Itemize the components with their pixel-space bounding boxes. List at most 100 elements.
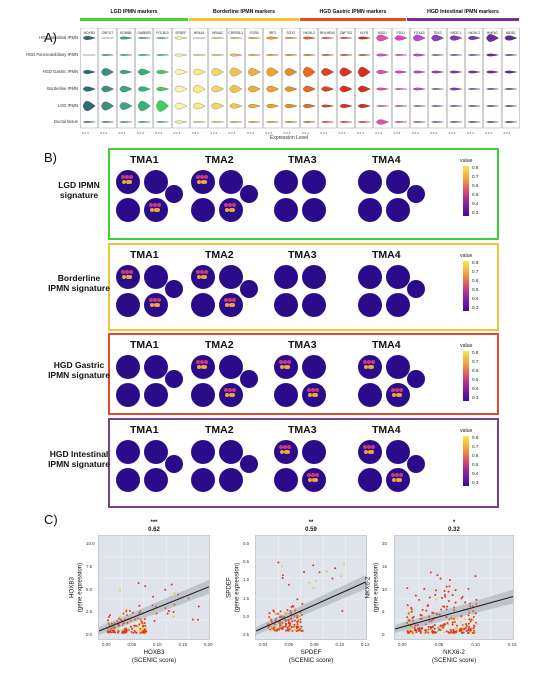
scatter-point [287,583,290,586]
scatter-point [197,605,200,608]
hotspot [279,360,283,364]
hotspot [229,393,233,397]
violin-x-tick: 0 2 4 [82,131,89,135]
hotspot [149,298,153,302]
violin-shape [320,37,334,39]
hotspot [125,175,129,179]
scatter-point [439,577,442,580]
gene-label: KLF5 [360,31,368,35]
scatter-x-tick: 0.10 [471,642,480,647]
tma-core-cluster [191,170,258,222]
panel-c-letter: C) [44,512,58,527]
violin-column-frame [263,28,282,129]
scatter-point [109,628,112,631]
violin-x-tick: 0 2 4 [339,131,346,135]
tissue-core [274,468,298,492]
scatter-point [129,625,132,628]
hotspot [122,180,126,184]
tissue-core [191,198,215,222]
scatter-point [123,621,126,624]
scatter-point [434,598,437,601]
scatter-point [285,619,288,622]
scatter-significance: *** [150,520,158,526]
scatter-point [449,628,452,631]
tma-title: TMA3 [288,339,317,351]
violin-shape [174,69,188,75]
tissue-core [358,198,382,222]
gene-label: CREB3L1 [228,31,243,35]
scatter-point [406,630,409,633]
colorbar-title: value [460,343,473,349]
violin-x-tick: 0 2 4 [284,131,291,135]
tma-core-cluster [191,265,258,317]
tissue-core [240,280,258,298]
tissue-core [386,170,410,194]
scatter-point [278,622,281,625]
hotspot [312,393,316,397]
scatter-point [289,622,292,625]
violin-shape [357,54,371,56]
group-bar-borderline [189,18,299,21]
scatter-point [440,597,443,600]
scatter-point [419,614,422,617]
scatter-point [301,613,304,616]
colorbar-tick: 0.5 [472,192,479,197]
violin-column-frame [391,28,410,129]
scatter-point [191,618,194,621]
scatter-point [473,624,476,627]
scatter-point [118,617,121,620]
scatter-point [273,623,276,626]
scatter-point [469,602,472,605]
violin-shape [101,121,114,123]
scatter-point [446,621,449,624]
scatter-point [296,598,299,601]
violin-shape [156,87,170,91]
scatter-point [145,627,148,630]
scatter-point [280,627,283,630]
scatter-point [131,627,134,630]
scatter-point [325,570,328,573]
colorbar-tick: 0.3 [472,395,479,400]
colorbar-tick: 0.7 [472,444,479,449]
colorbar-tick: 0.8 [472,260,479,265]
hotspot [364,450,368,454]
hotspot [229,208,233,212]
violin-shape [174,53,188,57]
violin-shape [394,121,408,123]
violin-x-tick: 0 2 4 [265,131,272,135]
scatter-point [450,630,453,633]
scatter-point [465,624,468,627]
scatter-point [296,629,299,632]
violin-column-frame [135,28,154,129]
scatter-point [151,604,154,607]
hotspot [197,275,201,279]
scatter-point [446,605,449,608]
scatter-point [164,588,167,591]
scatter-point [419,631,422,634]
violin-shape [467,36,481,40]
colorbar-tick: 0.3 [472,305,479,310]
violin-shape [211,85,224,93]
hotspot [154,208,158,212]
violin-shape [137,121,151,123]
scatter-point [291,629,294,632]
scatter-point [467,587,470,590]
hotspot [287,360,291,364]
scatter-point [472,629,475,632]
scatter-point [410,607,413,610]
scatter-point [451,621,454,624]
tissue-core [358,293,382,317]
tma-core-cluster [191,440,258,492]
violin-shape [357,85,371,93]
violin-x-tick: 0 2 4 [302,131,309,135]
scatter-x-tick: 0.15 [508,642,517,647]
hotspot [150,208,154,212]
tma-title: TMA1 [130,154,159,166]
violin-shape [229,53,243,57]
hotspot [224,388,228,392]
tma-core-cluster [358,170,425,222]
hotspot [395,473,399,477]
tma-title: TMA4 [372,424,401,436]
tissue-core [144,440,168,464]
gene-label: MSX1 [378,31,387,35]
